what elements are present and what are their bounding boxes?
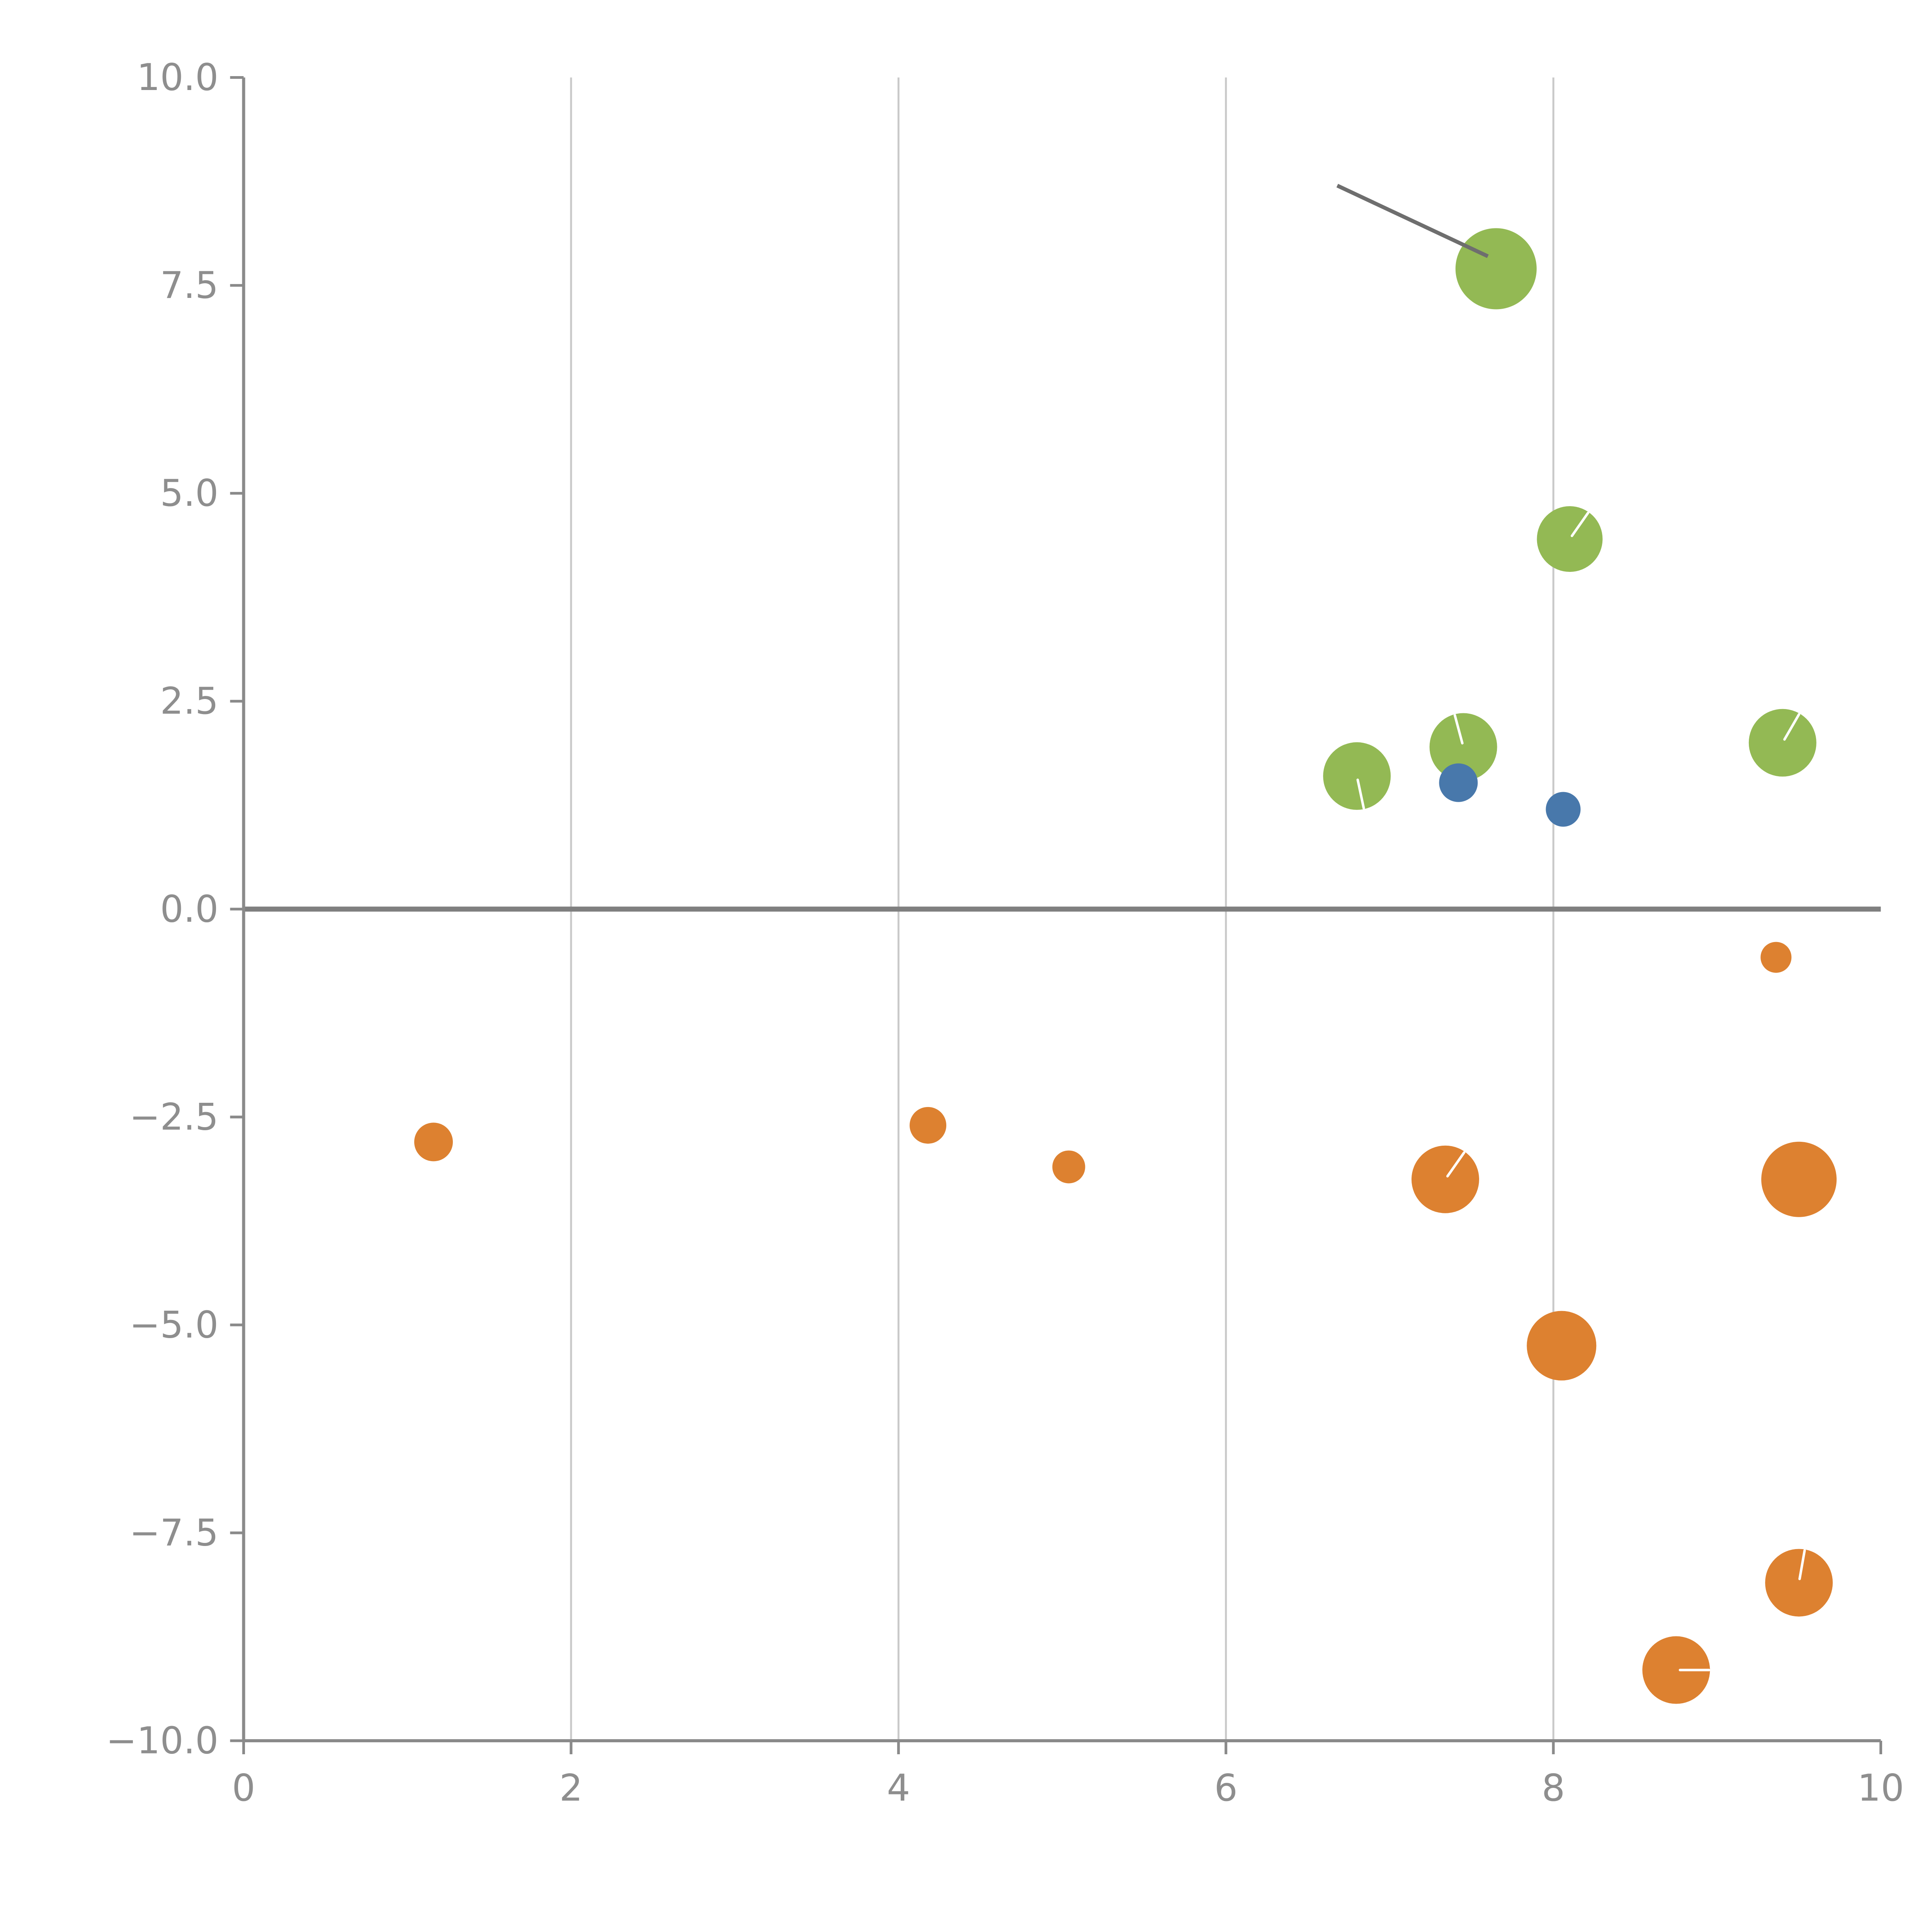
y-tick-label: −2.5 bbox=[129, 1096, 219, 1138]
bubble-notch bbox=[1356, 778, 1365, 810]
annotation-line bbox=[1336, 184, 1489, 258]
bubble-orange bbox=[414, 1122, 453, 1162]
x-tick-label: 2 bbox=[560, 1767, 583, 1810]
bubble-orange bbox=[1411, 1145, 1479, 1213]
y-tick-label: 10.0 bbox=[137, 56, 219, 99]
bubble-blue bbox=[1439, 763, 1478, 802]
bubble-orange bbox=[1527, 1311, 1597, 1381]
bubble-orange bbox=[1760, 942, 1792, 973]
bubble-orange bbox=[1761, 1141, 1837, 1217]
x-tick-label: 0 bbox=[232, 1767, 255, 1810]
bubble-green bbox=[1748, 709, 1816, 777]
bubble-orange bbox=[1642, 1636, 1710, 1704]
y-tick-label: 0.0 bbox=[160, 888, 218, 930]
bubble-notch bbox=[1798, 1549, 1806, 1580]
bubble-green bbox=[1323, 742, 1391, 810]
bubble-orange bbox=[1052, 1150, 1085, 1184]
bubble-notch bbox=[1570, 512, 1590, 537]
bubble-orange bbox=[910, 1107, 947, 1144]
y-tick-label: 7.5 bbox=[160, 264, 218, 307]
x-tick-label: 6 bbox=[1214, 1767, 1237, 1810]
bubble-green bbox=[1537, 506, 1603, 572]
x-tick-label: 8 bbox=[1542, 1767, 1565, 1810]
bubble-green bbox=[1455, 228, 1537, 310]
x-tick-label: 10 bbox=[1857, 1767, 1904, 1810]
y-tick-label: −5.0 bbox=[129, 1304, 219, 1346]
y-tick-label: −7.5 bbox=[129, 1512, 219, 1554]
bubble-notch bbox=[1783, 713, 1801, 741]
y-tick-label: −10.0 bbox=[106, 1720, 218, 1762]
bubble-blue bbox=[1546, 792, 1581, 827]
bubble-orange bbox=[1765, 1549, 1833, 1617]
y-tick-label: 2.5 bbox=[160, 680, 218, 723]
bubble-green bbox=[1429, 713, 1497, 781]
bubble-notch bbox=[1446, 1151, 1466, 1178]
x-tick-label: 4 bbox=[887, 1767, 910, 1810]
bubble-notch bbox=[1453, 714, 1464, 745]
y-tick-label: 5.0 bbox=[160, 472, 218, 515]
